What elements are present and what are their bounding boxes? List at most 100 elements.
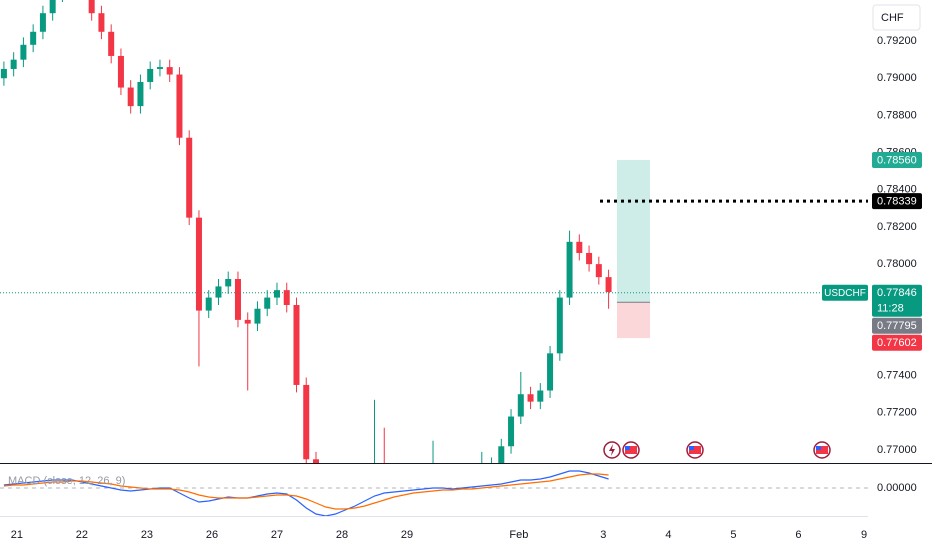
candle-body: [215, 286, 222, 298]
price-tag: [872, 152, 922, 169]
x-tick-label: 21: [11, 529, 23, 541]
y-tick-label: 0.78400: [877, 184, 917, 196]
candle-body: [459, 500, 465, 506]
event-icons[interactable]: [603, 441, 831, 459]
symbol-tag-label: USDCHF: [824, 288, 866, 299]
x-tick-label: 23: [141, 529, 153, 541]
candle-body: [411, 509, 417, 515]
candle-body: [264, 297, 271, 309]
y-tick-label: 0.78800: [877, 109, 917, 121]
x-tick-label: 5: [730, 529, 736, 541]
candle-body: [440, 491, 446, 497]
candle-body: [498, 446, 505, 463]
price-tag-label: 0.77846: [877, 287, 917, 299]
macd-pane: [0, 470, 868, 516]
candle-body: [195, 217, 202, 311]
y-tick-label: 0.79000: [877, 72, 917, 84]
candle-body: [381, 469, 387, 473]
x-tick-label: 6: [795, 529, 801, 541]
candle-body: [362, 487, 368, 496]
candle-body: [273, 290, 280, 298]
x-tick-label: 4: [665, 529, 671, 541]
candle-body: [98, 13, 105, 32]
candle-body: [537, 390, 544, 402]
candle-body: [323, 487, 329, 502]
y-tick-label: 0.78200: [877, 221, 917, 233]
candle-body: [508, 416, 515, 447]
candle-body: [595, 264, 602, 278]
candle-body: [450, 496, 456, 505]
candle-body: [576, 241, 583, 253]
price-tag-label: 0.78339: [877, 196, 917, 208]
price-tag-label: 0.78560: [877, 154, 917, 166]
candle-body: [234, 278, 241, 320]
overlay: 0.792000.790000.788000.786000.784000.782…: [11, 35, 922, 541]
candle-body: [430, 491, 436, 502]
candle-body: [547, 353, 554, 391]
price-tag: [872, 284, 922, 317]
price-tag-label: 0.77795: [877, 320, 917, 332]
x-tick-label: 27: [271, 529, 283, 541]
macd-title: MACD (close, 12, 26, 9): [8, 475, 125, 487]
macd-line: [3, 470, 609, 516]
currency-box[interactable]: [872, 4, 921, 31]
candle-body: [244, 319, 251, 324]
price-tag-label: 0.77602: [877, 337, 917, 349]
candle-body: [489, 465, 495, 478]
candle-body: [527, 394, 534, 402]
candle-body: [30, 31, 37, 45]
y-tick-label: 0.77000: [877, 444, 917, 456]
candle-body: [303, 384, 310, 460]
x-tick-label: 29: [401, 529, 413, 541]
y-tick-label: 0.77200: [877, 407, 917, 419]
x-tick-label: 9: [861, 529, 867, 541]
x-tick-label: 3: [600, 529, 606, 541]
candle-body: [556, 297, 563, 354]
candle-body: [372, 469, 378, 488]
candle-body: [39, 13, 46, 32]
candle-body: [20, 44, 27, 60]
candle-body: [88, 0, 95, 14]
symbol-tag: [822, 284, 868, 301]
candle-body: [566, 241, 573, 298]
x-tick-label: Feb: [509, 529, 528, 541]
candle-body: [49, 0, 56, 14]
candle-body: [147, 68, 154, 82]
position-profit-zone: [617, 160, 650, 303]
currency-label: CHF: [881, 12, 904, 24]
candle-body: [469, 491, 475, 500]
candle-body: [312, 459, 319, 463]
y-tick-label: 0.79200: [877, 35, 917, 47]
candle-body: [176, 74, 183, 138]
y-tick-label: 0.77400: [877, 370, 917, 382]
price-tag: [872, 334, 922, 351]
x-tick-label: 28: [336, 529, 348, 541]
candle-body: [401, 502, 407, 515]
y-tick-label: 0.78000: [877, 258, 917, 270]
candle-body: [293, 305, 300, 385]
price-pane: [0, 0, 868, 515]
candle-body: [420, 502, 426, 509]
candle-body: [0, 68, 7, 79]
candle-body: [186, 137, 193, 218]
macd-line: [3, 473, 609, 510]
candle-body: [117, 55, 124, 88]
macd-tick-label: 0.00000: [877, 482, 917, 494]
price-tag: [872, 193, 922, 210]
candle-body: [605, 277, 612, 293]
candle-body: [586, 252, 593, 265]
candle-body: [108, 31, 115, 56]
price-tag-countdown: 11:28: [877, 303, 904, 315]
candle-body: [127, 87, 134, 107]
candle-body: [137, 81, 144, 107]
price-tag: [872, 317, 922, 334]
candle-body: [517, 394, 524, 417]
candle-body: [10, 59, 17, 69]
candle-body: [166, 67, 173, 75]
candle-body: [283, 290, 290, 306]
position-loss-zone: [617, 302, 650, 339]
candle-body: [205, 297, 212, 311]
x-tick-label: 26: [206, 529, 218, 541]
x-tick-label: 22: [76, 529, 88, 541]
